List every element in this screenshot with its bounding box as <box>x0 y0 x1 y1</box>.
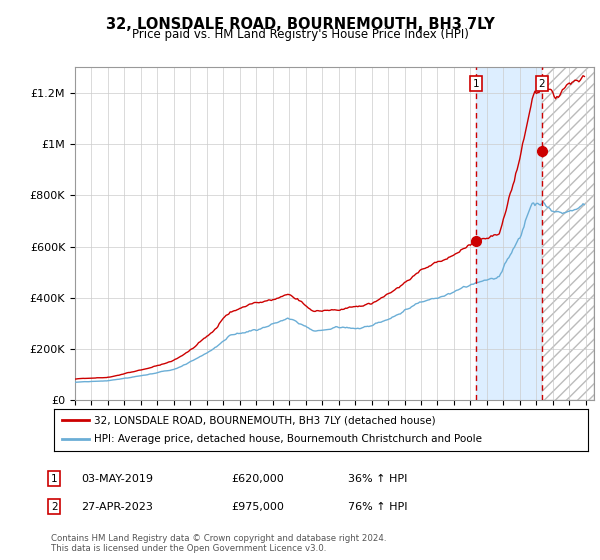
Text: £620,000: £620,000 <box>231 474 284 484</box>
Text: 2: 2 <box>51 502 58 512</box>
Text: 1: 1 <box>473 79 479 89</box>
Text: 36% ↑ HPI: 36% ↑ HPI <box>348 474 407 484</box>
Text: 2: 2 <box>538 79 545 89</box>
Text: HPI: Average price, detached house, Bournemouth Christchurch and Poole: HPI: Average price, detached house, Bour… <box>94 435 482 445</box>
Text: Price paid vs. HM Land Registry's House Price Index (HPI): Price paid vs. HM Land Registry's House … <box>131 28 469 41</box>
Text: £975,000: £975,000 <box>231 502 284 512</box>
Bar <box>542 67 594 400</box>
Text: 03-MAY-2019: 03-MAY-2019 <box>81 474 153 484</box>
Text: 1: 1 <box>51 474 58 484</box>
Text: 32, LONSDALE ROAD, BOURNEMOUTH, BH3 7LY: 32, LONSDALE ROAD, BOURNEMOUTH, BH3 7LY <box>106 17 494 32</box>
Text: 32, LONSDALE ROAD, BOURNEMOUTH, BH3 7LY (detached house): 32, LONSDALE ROAD, BOURNEMOUTH, BH3 7LY … <box>94 415 436 425</box>
Bar <box>476 67 542 400</box>
Text: 76% ↑ HPI: 76% ↑ HPI <box>348 502 407 512</box>
Text: 27-APR-2023: 27-APR-2023 <box>81 502 153 512</box>
Text: Contains HM Land Registry data © Crown copyright and database right 2024.
This d: Contains HM Land Registry data © Crown c… <box>51 534 386 553</box>
